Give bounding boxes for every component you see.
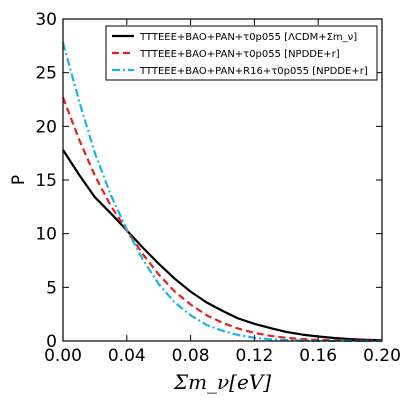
legend-label-1: TTTEEE+BAO+PAN+τ0p055 [ΛCDM+Σm_ν] xyxy=(139,32,357,43)
x-tick-label: 0.20 xyxy=(363,346,401,366)
axes: 0.00 0.04 0.08 0.12 0.16 0.20 0 5 10 15 20 25 30 xyxy=(35,10,401,366)
x-tick-label: 0.16 xyxy=(299,346,337,366)
x-tick-label: 0.04 xyxy=(108,346,146,366)
y-tick-label: 25 xyxy=(35,64,57,84)
x-tick-label: 0.08 xyxy=(172,346,210,366)
x-tick-label: 0.00 xyxy=(44,346,82,366)
y-tick-label: 30 xyxy=(35,10,57,30)
legend-label-3: TTTEEE+BAO+PAN+R16+τ0p055 [NPDDE+r] xyxy=(139,66,368,77)
legend: TTTEEE+BAO+PAN+τ0p055 [ΛCDM+Σm_ν] TTTEEE+… xyxy=(105,25,378,81)
legend-box xyxy=(105,25,378,81)
x-axis-label: Σm_ν[eV] xyxy=(173,370,271,394)
legend-label-2: TTTEEE+BAO+PAN+τ0p055 [NPDDE+r] xyxy=(139,49,340,60)
y-axis-label: P xyxy=(9,175,29,185)
x-tick-label: 0.12 xyxy=(235,346,273,366)
y-tick-label: 0 xyxy=(46,332,57,352)
y-tick-label: 10 xyxy=(35,225,57,245)
series-line-1 xyxy=(62,149,383,342)
y-tick-label: 5 xyxy=(46,278,57,298)
y-tick-label: 15 xyxy=(35,171,57,191)
y-tick-label: 20 xyxy=(35,117,57,137)
